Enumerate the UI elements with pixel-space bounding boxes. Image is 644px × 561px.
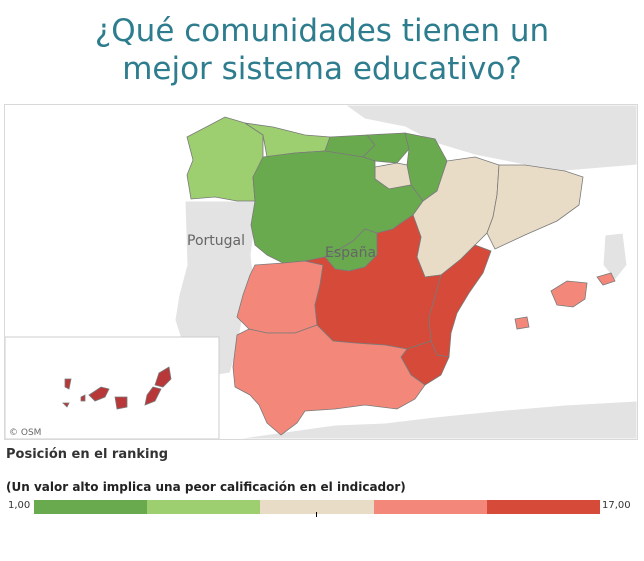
region-canarias-el-hierro[interactable] <box>62 402 70 408</box>
region-menorca[interactable] <box>596 272 616 286</box>
title-line-1: ¿Qué comunidades tienen un <box>94 13 550 49</box>
region-comunidad-valenciana[interactable] <box>428 244 492 358</box>
canarias-inset <box>5 336 220 439</box>
osm-attribution: © OSM <box>9 428 41 438</box>
region-canarias-la-gomera[interactable] <box>80 394 86 402</box>
legend-color-scale <box>34 500 601 514</box>
region-canarias-lanzarote[interactable] <box>154 366 172 388</box>
land-france <box>344 105 637 172</box>
legend-max-label: 17,00 <box>602 500 631 511</box>
legend-segment-3 <box>260 500 374 514</box>
region-canarias-gran-canaria[interactable] <box>114 396 128 410</box>
land-africa <box>234 400 637 439</box>
legend-segment-2 <box>147 500 261 514</box>
legend-segment-4 <box>373 500 487 514</box>
land-corsica <box>602 232 628 281</box>
region-andalucia[interactable] <box>232 324 426 436</box>
spain-choropleth-map[interactable]: Portugal España © OSM <box>4 104 638 440</box>
legend-title: Posición en el ranking <box>6 447 169 462</box>
region-galicia[interactable] <box>186 116 264 202</box>
legend-segment-1 <box>34 500 148 514</box>
label-portugal: Portugal <box>187 233 245 249</box>
region-cataluna[interactable] <box>486 164 584 250</box>
region-ibiza[interactable] <box>514 316 530 330</box>
title-line-2: mejor sistema educativo? <box>122 51 522 87</box>
page-title: ¿Qué comunidades tienen un mejor sistema… <box>0 12 644 88</box>
legend-min-label: 1,00 <box>8 500 31 511</box>
region-canarias-tenerife[interactable] <box>88 386 110 402</box>
region-canarias-fuerteventura[interactable] <box>144 386 162 406</box>
region-mallorca[interactable] <box>550 280 588 308</box>
label-espana: España <box>325 245 376 261</box>
legend-tick <box>316 512 317 517</box>
legend-segment-5 <box>486 500 601 514</box>
region-canarias-la-palma[interactable] <box>64 378 72 390</box>
legend-subtitle: (Un valor alto implica una peor califica… <box>6 480 406 494</box>
